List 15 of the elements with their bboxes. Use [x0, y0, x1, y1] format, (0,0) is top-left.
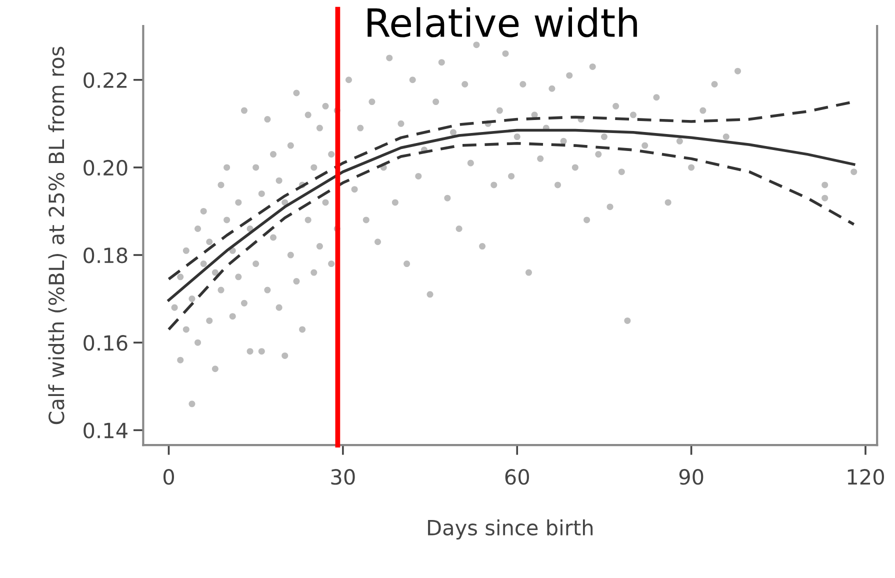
x-tick-label: 60 [505, 469, 529, 485]
line-series [167, 128, 856, 302]
y-axis-title: Calf width (%BL) at 25% BL from ros [48, 46, 67, 424]
line-series [167, 142, 856, 331]
x-tick-label: 120 [848, 469, 884, 485]
x-tick-label: 0 [163, 469, 174, 485]
y-tick-label: 0.22 [84, 72, 127, 88]
ref-line-label: Relative width [368, 7, 637, 38]
y-tick-label: 0.18 [84, 247, 128, 264]
x-tick-label: 90 [679, 469, 704, 485]
y-tick-label: 0.14 [84, 422, 128, 438]
y-tick-label: 0.20 [84, 160, 128, 176]
y-tick-label: 0.16 [84, 335, 128, 351]
x-tick-label: 30 [331, 469, 355, 485]
x-axis-title: Days since birth [428, 519, 593, 540]
